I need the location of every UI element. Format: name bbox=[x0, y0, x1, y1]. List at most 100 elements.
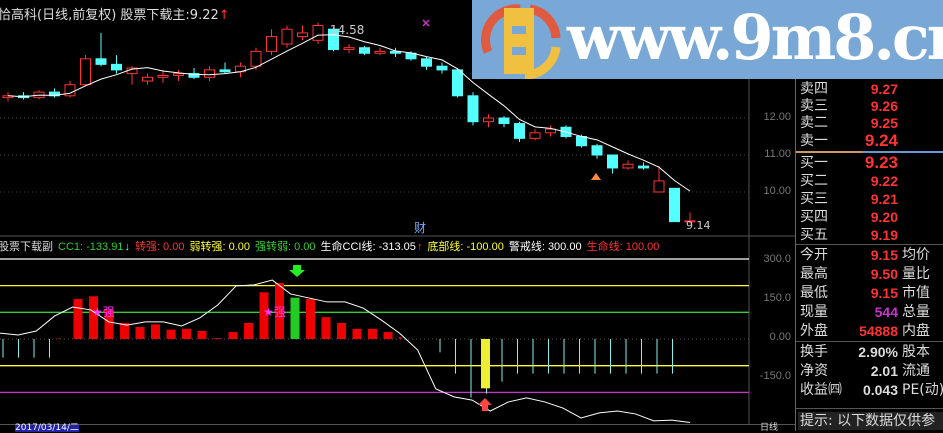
bid-ask-divider bbox=[796, 151, 943, 153]
candle-body bbox=[359, 47, 370, 54]
buy-3-row[interactable]: 买三 9.21 bbox=[800, 191, 898, 207]
chart-title: 恰高科(日线,前复权) 股票下载主:9.22↑ bbox=[0, 8, 230, 23]
quote-volume: 现量 544 总量 bbox=[800, 304, 930, 320]
red-up-arrow-icon bbox=[478, 398, 492, 411]
candle-body bbox=[591, 145, 603, 156]
candle-body bbox=[204, 69, 215, 78]
period-label[interactable]: 日线 bbox=[760, 423, 779, 433]
indicator-bar bbox=[337, 322, 346, 339]
candle-body bbox=[266, 36, 277, 52]
indicator-header: 股票下载副 CC1: -133.91↓ 转强: 0.00 弱转强: 0.00 强转弱: … bbox=[0, 241, 660, 253]
candle-body bbox=[684, 220, 696, 223]
finance-marker[interactable]: 财 bbox=[414, 221, 427, 235]
candle-body bbox=[328, 28, 339, 51]
moving-average-line bbox=[7, 34, 691, 192]
buy-2-row[interactable]: 买二 9.22 bbox=[800, 173, 898, 189]
candle-body bbox=[467, 95, 479, 123]
candle-body bbox=[173, 73, 184, 76]
candle-body bbox=[483, 117, 494, 123]
chart-area[interactable] bbox=[0, 0, 795, 431]
down-arrow-icon: ↓ bbox=[124, 241, 130, 253]
indicator-bar bbox=[197, 330, 207, 339]
last-price-label: 9.14 bbox=[686, 219, 711, 232]
triangle-marker-icon bbox=[591, 173, 601, 180]
site-url: www.9m8.cn bbox=[567, 1, 943, 74]
candle-body bbox=[622, 163, 634, 169]
candle-body bbox=[297, 32, 308, 38]
indicator-bar bbox=[89, 296, 98, 339]
candle-body bbox=[312, 25, 324, 41]
sell-4-row[interactable]: 卖四 9.27 bbox=[800, 81, 898, 97]
indicator-yellow-bar bbox=[481, 339, 490, 389]
indicator-bar bbox=[213, 338, 222, 339]
indicator-bar bbox=[399, 336, 401, 339]
candle-body bbox=[545, 128, 556, 134]
indicator-bar bbox=[290, 297, 300, 339]
candle-body bbox=[80, 58, 91, 86]
divider bbox=[796, 341, 943, 342]
buy-1-row[interactable]: 买一 9.23 bbox=[800, 153, 898, 172]
sell-3-row[interactable]: 卖三 9.26 bbox=[800, 98, 898, 114]
site-logo bbox=[481, 4, 561, 79]
indicator-bar bbox=[151, 324, 160, 339]
fin-eps: 收益㈣ 0.043 PE(动) bbox=[800, 382, 943, 398]
strong-signal-label: ★强 bbox=[92, 305, 115, 319]
indicator-bar bbox=[306, 298, 315, 339]
quote-outer: 外盘 54888 内盘 bbox=[800, 323, 930, 339]
indicator-bar bbox=[166, 329, 176, 339]
candle-body bbox=[188, 73, 200, 78]
candle-body bbox=[498, 117, 510, 125]
candle-body bbox=[111, 63, 122, 71]
candle-body bbox=[250, 50, 262, 67]
indicator-bar bbox=[182, 328, 191, 339]
indicator-bar bbox=[383, 332, 393, 339]
strong-signal-label: ★强 bbox=[263, 305, 286, 319]
quote-low: 最低 9.15 市值 bbox=[800, 285, 930, 301]
indicator-bar bbox=[321, 317, 331, 339]
candle-body bbox=[374, 50, 386, 54]
up-arrow-icon: ↑ bbox=[416, 241, 423, 253]
indicator-bar bbox=[368, 328, 377, 339]
tip-bar: 提示: 以下数据仅供参 bbox=[798, 412, 943, 430]
indicator-axis-label: -150.0 bbox=[759, 370, 791, 382]
candle-body bbox=[95, 58, 107, 65]
fin-turnover: 换手 2.90% 股本 bbox=[800, 344, 930, 360]
fin-net-assets: 净资 2.01 流通 bbox=[800, 363, 930, 379]
indicator-axis-label: 300.0 bbox=[763, 253, 791, 265]
indicator-bar bbox=[58, 338, 60, 339]
date-cursor-label: 2017/03/14/二 bbox=[15, 423, 79, 433]
candle-body bbox=[343, 47, 355, 51]
buy-down-arrow-icon bbox=[289, 265, 305, 277]
buy-4-row[interactable]: 买四 9.20 bbox=[800, 209, 898, 225]
price-axis-label: 11.00 bbox=[764, 148, 791, 160]
candle-body bbox=[514, 123, 525, 139]
price-axis-label: 10.00 bbox=[763, 185, 791, 197]
sell-2-row[interactable]: 卖二 9.25 bbox=[800, 115, 898, 131]
candle-body bbox=[529, 132, 541, 139]
indicator-bar bbox=[104, 309, 114, 339]
status-bar: 2017/03/14/二 日线 bbox=[0, 423, 795, 433]
indicator-axis-label: 0.00 bbox=[769, 331, 791, 343]
watermark-banner: www.9m8.cn bbox=[472, 0, 943, 79]
indicator-bar bbox=[73, 298, 83, 339]
indicator-bar bbox=[244, 322, 253, 339]
buy-5-row[interactable]: 买五 9.19 bbox=[800, 227, 898, 243]
candle-body bbox=[64, 84, 76, 97]
candle-body bbox=[421, 58, 432, 67]
candle-body bbox=[669, 187, 680, 223]
candle-body bbox=[607, 154, 618, 169]
sell-1-row[interactable]: 卖一 9.24 bbox=[800, 131, 898, 150]
candle-body bbox=[452, 69, 463, 97]
divider bbox=[796, 408, 943, 409]
indicator-bar bbox=[120, 322, 129, 339]
quote-open: 今开 9.15 均价 bbox=[800, 247, 930, 263]
price-axis-label: 12.00 bbox=[763, 111, 791, 123]
candle-body bbox=[576, 136, 587, 147]
indicator-bar bbox=[228, 332, 238, 339]
candle-body bbox=[157, 74, 169, 78]
indicator-bar bbox=[352, 328, 362, 339]
candle-body bbox=[653, 180, 665, 193]
candle-body bbox=[219, 69, 231, 73]
candle-body bbox=[142, 76, 153, 82]
high-price-label: 14.58 bbox=[330, 23, 365, 37]
